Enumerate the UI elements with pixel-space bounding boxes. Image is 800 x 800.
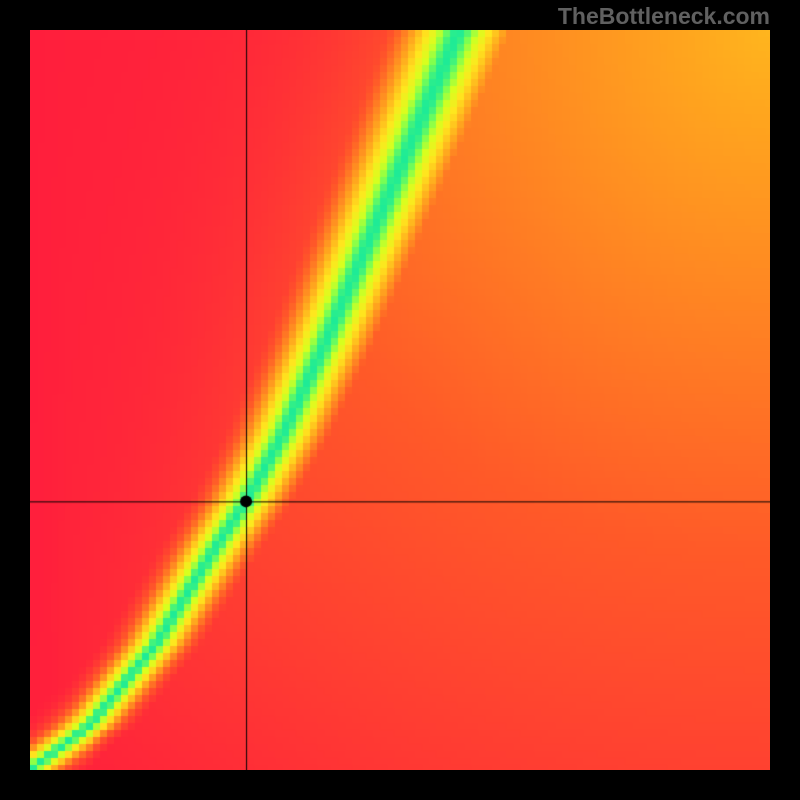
watermark-text: TheBottleneck.com	[558, 3, 770, 30]
bottleneck-heatmap	[30, 30, 770, 770]
